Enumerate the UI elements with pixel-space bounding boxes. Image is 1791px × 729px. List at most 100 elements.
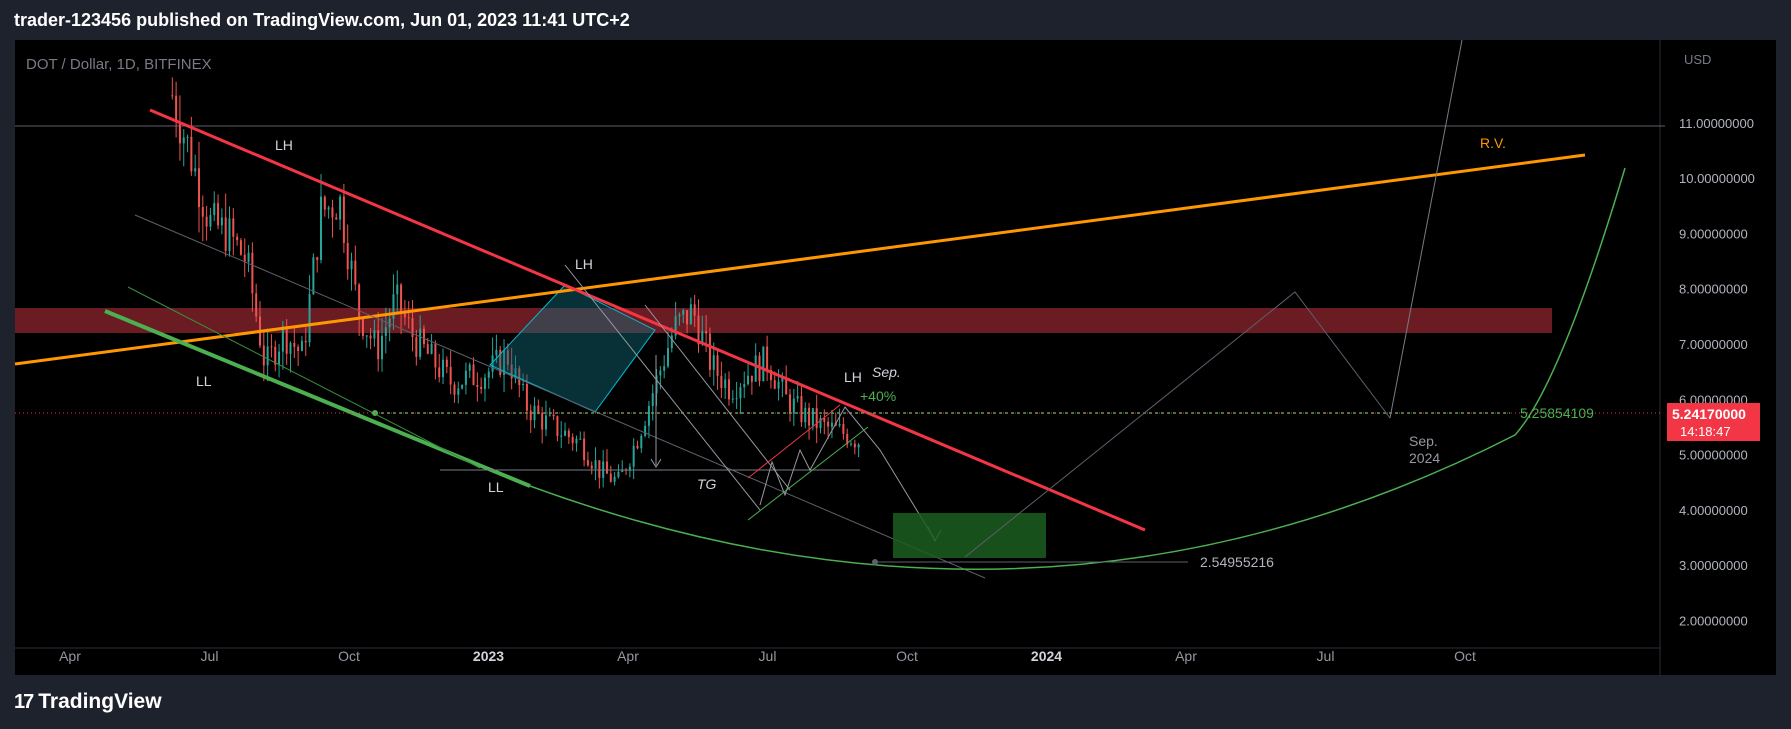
candles-group	[171, 77, 860, 489]
candle-body	[548, 414, 551, 416]
footer-brand: 17 TradingView	[14, 690, 162, 714]
candle-body	[579, 438, 582, 440]
candle-body	[335, 217, 338, 220]
candle-body	[449, 366, 452, 385]
speculative-path[interactable]	[964, 291, 1391, 558]
candle-body	[842, 424, 845, 434]
candle-body	[537, 405, 540, 413]
projection-zigzag[interactable]	[759, 406, 936, 541]
candle-body	[724, 379, 727, 389]
time-axis[interactable]: Apr Jul Oct 2023 Apr Jul Oct 2024 Apr Jul Oct	[59, 648, 1476, 664]
chart-background	[15, 40, 1776, 675]
candle-body	[697, 315, 700, 345]
candle-body	[320, 196, 323, 260]
candle-body	[762, 346, 765, 382]
x-tick-label: Oct	[338, 648, 360, 664]
label-sep-2024-line2: 2024	[1409, 450, 1440, 466]
candle-body	[304, 340, 307, 343]
candle-body	[396, 284, 399, 295]
candle-body	[182, 137, 185, 144]
candle-body	[205, 216, 208, 227]
candle-body	[827, 421, 830, 427]
currency-label: USD	[1684, 52, 1711, 67]
rounding-bottom-curve[interactable]	[529, 167, 1626, 570]
measure-arrow-head	[650, 458, 662, 468]
candle-body	[442, 359, 445, 378]
candle-body	[323, 196, 326, 210]
candle-body	[560, 435, 563, 437]
candle-body	[773, 380, 776, 389]
red-sub-channel[interactable]	[747, 404, 841, 479]
target-box[interactable]	[893, 513, 1046, 558]
candle-body	[533, 405, 536, 421]
label-lh-1: LH	[275, 137, 293, 153]
descending-resistance-line[interactable]	[149, 108, 1146, 532]
x-tick-label: 2024	[1031, 648, 1062, 664]
x-tick-label: Jul	[759, 648, 777, 664]
candle-body	[766, 346, 769, 370]
candle-body	[403, 313, 406, 318]
candle-body	[438, 367, 441, 378]
candle-body	[297, 346, 300, 351]
candle-body	[266, 346, 269, 366]
candle-body	[503, 350, 506, 375]
candle-body	[789, 394, 792, 414]
candle-body	[781, 377, 784, 382]
candle-body	[407, 317, 410, 319]
candle-body	[739, 387, 742, 399]
candle-body	[609, 473, 612, 482]
rising-trend-line[interactable]	[14, 153, 1586, 366]
candle-body	[400, 284, 403, 314]
candle-body	[636, 445, 639, 449]
candle-body	[373, 330, 376, 339]
label-lh-3: LH	[844, 369, 862, 385]
label-target-low: 2.54955216	[1200, 554, 1274, 570]
candle-body	[823, 418, 826, 422]
symbol-label[interactable]: DOT / Dollar, 1D, BITFINEX	[26, 56, 212, 73]
candle-body	[487, 371, 490, 378]
candle-body	[434, 343, 437, 368]
green-sub-channel[interactable]	[747, 426, 869, 521]
candle-body	[281, 326, 284, 352]
candle-body	[239, 240, 242, 255]
brand-name: TradingView	[38, 690, 162, 713]
candle-body	[819, 418, 822, 429]
speculative-rally-line[interactable]	[1389, 39, 1463, 419]
candle-body	[747, 375, 750, 385]
candle-body	[594, 460, 597, 469]
candle-body	[850, 443, 853, 445]
candle-body	[342, 196, 345, 243]
candle-body	[666, 348, 669, 367]
candle-body	[686, 310, 689, 325]
candle-body	[232, 218, 235, 237]
candle-body	[220, 217, 223, 226]
candle-body	[655, 375, 658, 394]
label-rv: R.V.	[1480, 135, 1506, 151]
candle-body	[567, 430, 570, 437]
candle-body	[785, 377, 788, 395]
price-axis[interactable]: 2.00000000 3.00000000 4.00000000 5.00000000…	[1679, 116, 1755, 628]
candle-body	[430, 343, 433, 354]
diagonal-gray-line[interactable]	[134, 214, 986, 579]
projection-path-2[interactable]	[644, 304, 791, 491]
candle-body	[194, 168, 197, 172]
candle-body	[552, 414, 555, 417]
candle-body	[293, 342, 296, 347]
y-tick-label: 2.00000000	[1679, 613, 1748, 628]
candle-body	[518, 368, 521, 385]
candle-body	[369, 335, 372, 339]
candle-body	[705, 331, 708, 334]
candle-body	[659, 370, 662, 376]
candle-body	[419, 328, 422, 357]
projection-path-1[interactable]	[564, 264, 761, 511]
candle-body	[838, 424, 841, 426]
candle-body	[178, 122, 181, 144]
resistance-zone[interactable]	[15, 308, 1552, 333]
candle-body	[605, 461, 608, 474]
candle-body	[853, 443, 856, 448]
candle-body	[464, 370, 467, 385]
x-tick-label: Jul	[1317, 648, 1335, 664]
channel-lower-line[interactable]	[127, 286, 481, 469]
candle-body	[312, 257, 315, 295]
